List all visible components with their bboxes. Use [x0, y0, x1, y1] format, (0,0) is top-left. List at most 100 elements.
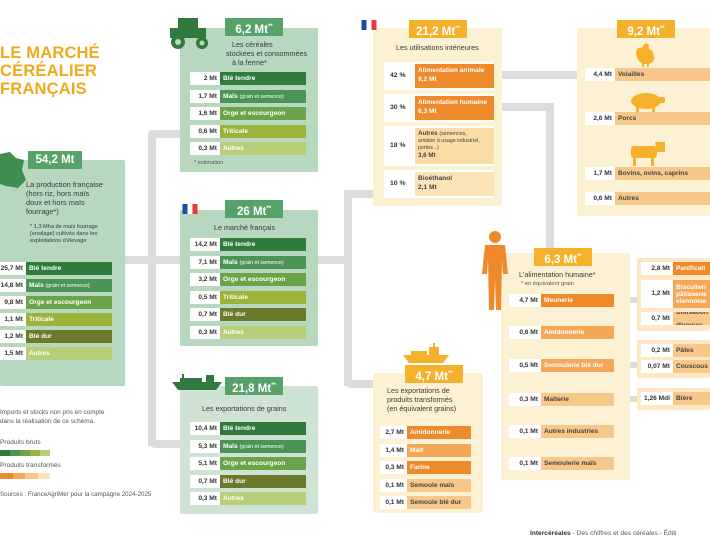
flow-human-h: [502, 103, 554, 111]
footer-text: - Des chiffres et des céréales - Éditi: [570, 530, 677, 537]
person-icon: [482, 231, 508, 310]
production-note-2: (ensilage) cultivés dans les: [30, 231, 98, 237]
proc-exports-desc: Les exportations de produits transformés…: [387, 386, 456, 413]
proc-exports-value: 1,4 Mt: [380, 443, 407, 457]
market-amount: 26 Mt: [236, 205, 267, 218]
milling-label-line: Biscuiteri: [676, 283, 707, 291]
milling-value: 2,8 Mt: [641, 262, 673, 275]
production-label: Blé tendre: [26, 262, 112, 275]
market-label: Autres: [220, 325, 306, 339]
milling-label-line: pâtisserie: [676, 290, 707, 298]
farm-desc-3: à la ferme*: [232, 58, 267, 67]
proc-exports-row: 0,3 Mt Farine: [380, 461, 471, 474]
flow-to-exports-v: [148, 256, 156, 446]
production-row: 1,1 Mt Triticale: [0, 313, 112, 326]
production-row: 1,2 Mt Blé dur: [0, 330, 112, 343]
human-label: Semoulerie blé dur: [541, 359, 614, 372]
semoulerie-value: 0,07 Mt: [641, 360, 673, 373]
internal-row-other-label: Autres: [418, 130, 438, 137]
milling-row: 2,8 Mt Panificati: [641, 262, 710, 275]
production-label: Orge et escourgeon: [26, 296, 112, 309]
flow-human-v: [546, 103, 554, 253]
animal-stars: **: [659, 26, 665, 32]
semoulerie-row: 0,07 Mt Couscous: [641, 360, 710, 373]
market-amount-tag: 26 Mt**: [225, 200, 283, 218]
animal-label-text: Bovins, ovins, caprins: [618, 170, 688, 177]
farm-amount: 6,2 Mt: [235, 23, 268, 36]
exports-stars: **: [271, 383, 276, 389]
production-row: 1,5 Mt Autres: [0, 347, 112, 360]
production-row: 14,8 Mt Maïs (grain et semence): [0, 279, 112, 292]
production-label: Triticale: [26, 313, 112, 326]
farm-label: Autres: [220, 142, 306, 155]
animal-amount-tag: 9,2 Mt**: [617, 20, 675, 38]
proc-exports-label: Farine: [407, 461, 471, 474]
farm-label-text: Triticale: [223, 127, 248, 135]
internal-amount-tag: 21,2 Mt**: [409, 20, 467, 38]
production-row: 25,7 Mt Blé tendre: [0, 262, 112, 275]
farm-value: 1,7 Mt: [190, 89, 220, 103]
production-amount-tag: 54,2 Mt: [28, 151, 82, 169]
semoulerie-value: 0,2 Mt: [641, 344, 673, 357]
ship-icon: [403, 343, 449, 363]
farm-row: 0,3 Mt Autres: [190, 142, 306, 155]
human-row: 0,1 Mt Semoulerie maïs: [509, 457, 614, 470]
human-label-text: Semoulerie blé dur: [544, 362, 604, 369]
exports-row: 0,3 Mt Autres: [190, 492, 306, 505]
proc-exports-value: 0,1 Mt: [380, 478, 407, 492]
internal-row-other-extra-2: amidon à usage industriel,: [418, 138, 480, 144]
internal-row-other: 18 % Autres (semences, amidon à usage in…: [384, 126, 494, 166]
internal-amount: 21,2 Mt: [416, 25, 456, 38]
human-value: 0,3 Mt: [509, 393, 541, 406]
human-desc: L'alimentation humaine*: [519, 270, 596, 279]
milling-value: 0,7 Mt: [641, 312, 673, 325]
legend-processed-swatches: [0, 473, 50, 479]
animal-label: Porcs: [615, 112, 710, 125]
exports-label-text: Autres: [223, 495, 244, 502]
human-label-text: Amidonnerie: [544, 329, 585, 336]
internal-row-other-extra-1: (semences,: [439, 131, 467, 137]
market-value: 14,2 Mt: [190, 238, 220, 251]
farm-row: 2 Mt Blé tendre: [190, 72, 306, 85]
internal-row-human-label: Alimentation humaine: [418, 99, 487, 106]
market-label: Orge et escourgeon: [220, 273, 306, 286]
milling-label-line: Utilisation: [676, 312, 708, 316]
semoulerie-label-text: Couscous: [676, 363, 708, 370]
farm-stars: **: [267, 24, 273, 30]
production-value: 1,1 Mt: [0, 313, 26, 326]
exports-value: 10,4 Mt: [190, 422, 220, 435]
animal-row: 4,4 Mt Volailles: [585, 68, 710, 81]
page-title: LE MARCHÉ CÉRÉALIER FRANÇAIS: [0, 44, 140, 98]
animal-value: 1,7 Mt: [585, 167, 615, 180]
farm-label: Triticale: [220, 124, 306, 138]
human-label-text: Semoulerie maïs: [544, 460, 597, 467]
human-amount-tag: 6,3 Mt**: [534, 248, 592, 266]
france-map-icon: [0, 152, 26, 188]
production-label-text: Blé tendre: [29, 265, 62, 272]
flow-to-farm-h: [148, 130, 180, 138]
farm-value: 1,6 Mt: [190, 107, 220, 120]
semoulerie-row: 0,2 Mt Pâtes: [641, 344, 710, 357]
milling-value: 1,2 Mt: [641, 280, 673, 308]
milling-label: Panificati: [673, 262, 710, 275]
proc-exports-desc-1: Les exportations de: [387, 386, 450, 395]
proc-exports-amount-tag: 4,7 Mt**: [405, 365, 463, 383]
market-value: 7,1 Mt: [190, 255, 220, 269]
legend-source: Sources : FranceAgriMer pour la campagne…: [0, 491, 152, 498]
milling-label-line: viennoise: [676, 297, 707, 305]
swatch-proc-2: [12, 473, 25, 479]
farm-label-text: Blé tendre: [223, 75, 256, 82]
human-amount: 6,3 Mt: [544, 253, 577, 266]
internal-row-animal-pct: 42 %: [390, 72, 406, 79]
human-label-text: Autres industries: [544, 428, 599, 435]
market-label-text: Blé tendre: [223, 241, 256, 248]
exports-desc: Les exportations de grains: [202, 404, 287, 413]
flow-internal-top: [344, 190, 374, 198]
exports-row: 5,3 Mt Maïs (grain et semence): [190, 439, 306, 453]
internal-row-animal-value: 9,2 Mt: [418, 76, 437, 83]
market-row: 7,1 Mt Maïs (grain et semence): [190, 255, 306, 269]
milling-label-line: diverses: [676, 321, 703, 326]
human-label: Malterie: [541, 393, 614, 406]
farm-label: Blé tendre: [220, 72, 306, 85]
flow-to-farm-v: [148, 130, 156, 264]
